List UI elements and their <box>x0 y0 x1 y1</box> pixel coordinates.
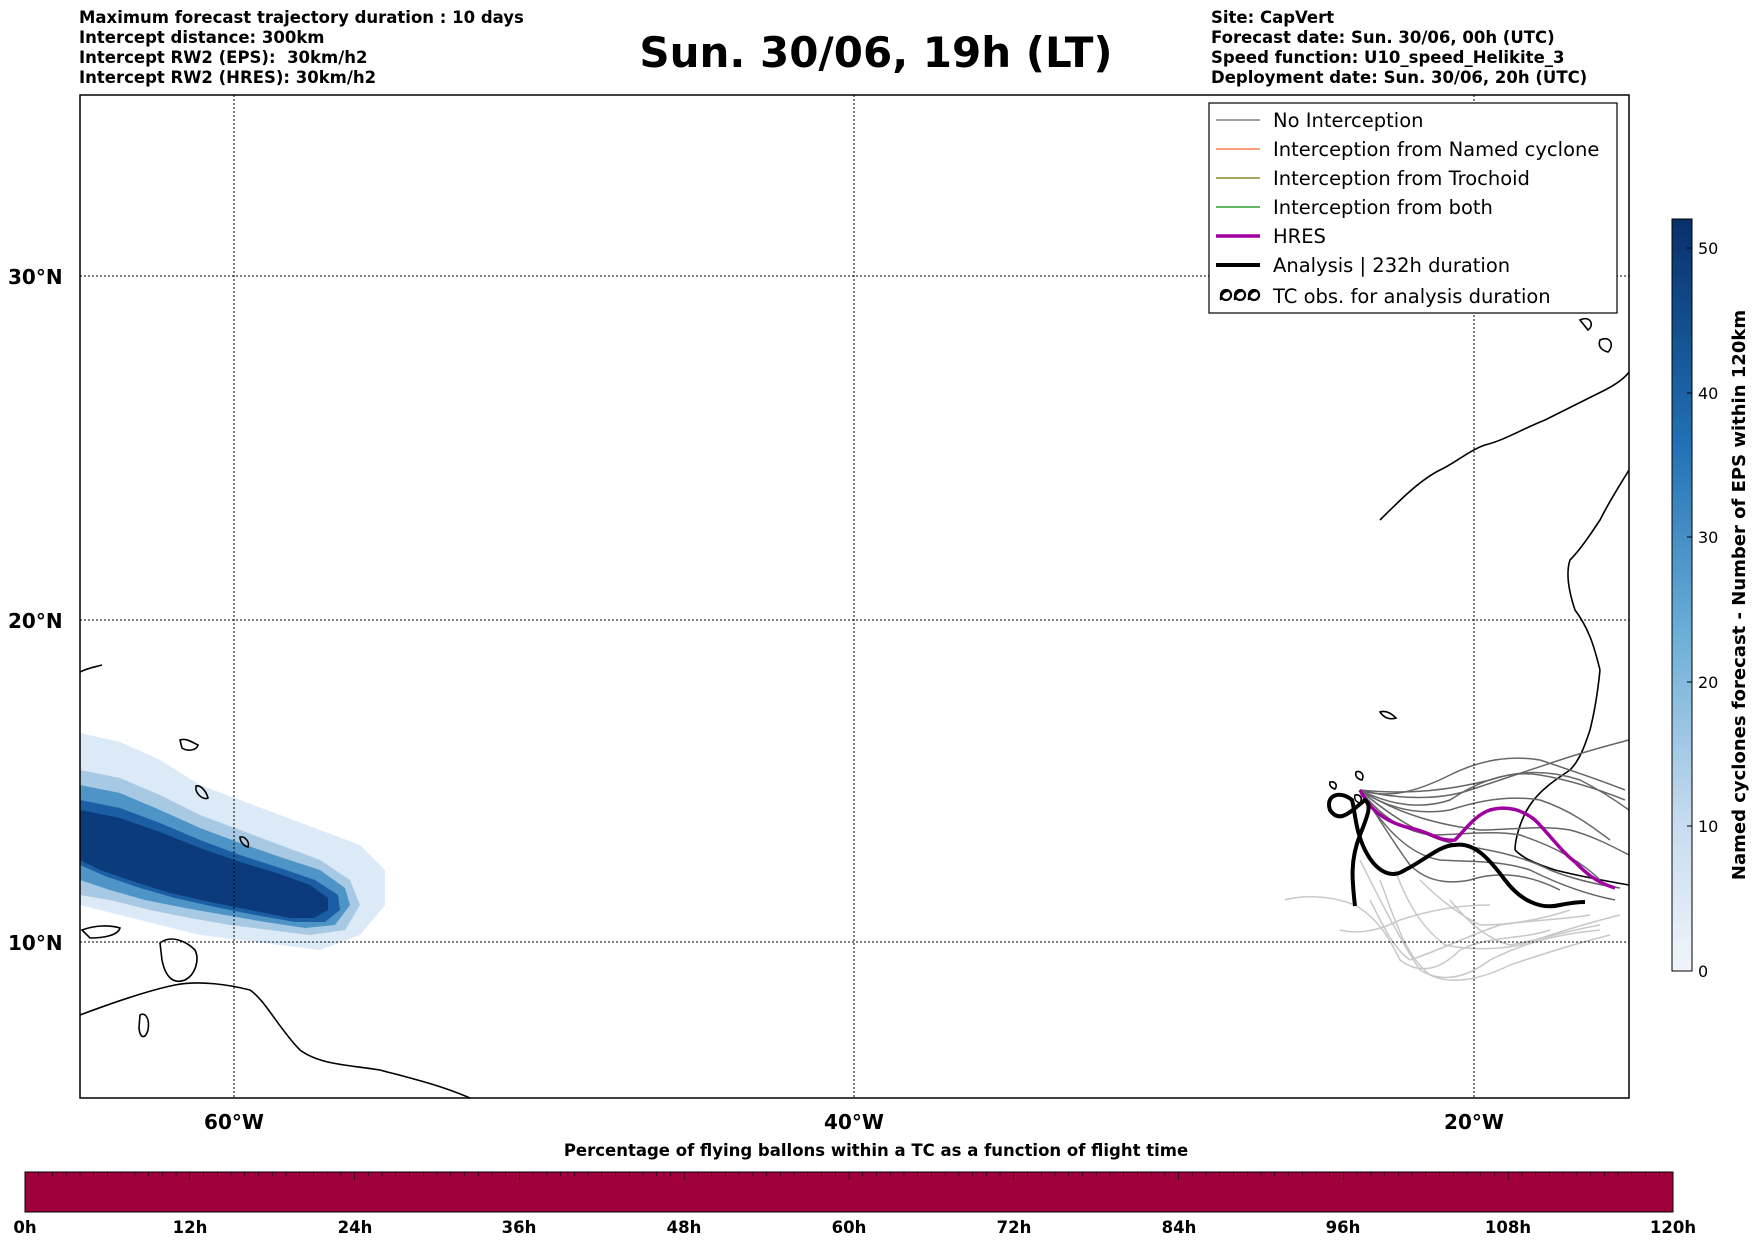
legend: No Interception Interception from Named … <box>1208 102 1618 314</box>
lon-label-40w: 40°W <box>824 1110 884 1134</box>
analysis-trajectory <box>1327 792 1586 909</box>
bar-tick-60h: 60h <box>832 1218 867 1237</box>
colorbar-tick-10: 10 <box>1698 817 1718 836</box>
map-title: Sun. 30/06, 19h (LT) <box>639 28 1113 77</box>
legend-label-named-cyclone: Interception from Named cyclone <box>1273 138 1599 161</box>
colorbar-tick-0: 0 <box>1698 962 1708 981</box>
bar-tick-24h: 24h <box>338 1218 373 1237</box>
hres-trajectory <box>1358 789 1616 890</box>
bar-tick-84h: 84h <box>1162 1218 1197 1237</box>
bar-tick-48h: 48h <box>667 1218 702 1237</box>
colorbar-right-label: Named cyclones forecast - Number of EPS … <box>1729 310 1750 880</box>
bar-tick-108h: 108h <box>1485 1218 1531 1237</box>
bar-tick-120h: 120h <box>1650 1218 1696 1237</box>
bar-tick-12h: 12h <box>173 1218 208 1237</box>
colorbar-tick-40: 40 <box>1698 384 1718 403</box>
coastlines <box>80 300 1629 1098</box>
flight-time-bar: 0h 12h 24h 36h 48h 60h 72h 84h 96h 108h … <box>13 1171 1696 1237</box>
map-area <box>80 300 1629 1098</box>
tc-symbol-icon <box>1219 288 1261 302</box>
header-left-line-1: Maximum forecast trajectory duration : 1… <box>79 8 524 27</box>
legend-label-analysis: Analysis | 232h duration <box>1273 254 1510 277</box>
cyclone-density-field <box>80 733 385 950</box>
header-right-line-3: Speed function: U10_speed_Helikite_3 <box>1211 48 1565 67</box>
legend-label-both: Interception from both <box>1273 196 1493 219</box>
legend-box <box>1208 102 1618 314</box>
map-frame <box>79 94 1630 1099</box>
colorbar-right-gradient <box>1671 218 1693 972</box>
bar-tick-72h: 72h <box>997 1218 1032 1237</box>
header-right-line-2: Forecast date: Sun. 30/06, 00h (UTC) <box>1211 28 1555 47</box>
colorbar-tick-30: 30 <box>1698 528 1718 547</box>
legend-label-hres: HRES <box>1273 225 1326 248</box>
bar-tick-36h: 36h <box>502 1218 537 1237</box>
colorbar-tick-50: 50 <box>1698 239 1718 258</box>
eps-trajectories-light <box>1284 859 1621 981</box>
header-left-line-2: Intercept distance: 300km <box>79 28 325 47</box>
colorbar-right: 0 10 20 30 40 50 Named cyclones forecast… <box>1671 218 1750 981</box>
colorbar-tick-20: 20 <box>1698 673 1718 692</box>
lat-label-30n: 30°N <box>8 265 63 289</box>
header-right: Site: CapVert Forecast date: Sun. 30/06,… <box>1211 8 1587 88</box>
bar-tick-0h: 0h <box>13 1218 36 1237</box>
bar-tick-96h: 96h <box>1326 1218 1361 1237</box>
header-left: Maximum forecast trajectory duration : 1… <box>79 8 524 88</box>
legend-label-trochoid: Interception from Trochoid <box>1273 167 1530 190</box>
legend-label-tc-obs: TC obs. for analysis duration <box>1272 285 1551 308</box>
header-left-line-4: Intercept RW2 (HRES): 30km/h2 <box>79 68 377 87</box>
lon-label-60w: 60°W <box>204 1110 264 1134</box>
gridlines <box>80 95 1629 1098</box>
lat-label-20n: 20°N <box>8 609 63 633</box>
header-left-line-3: Intercept RW2 (EPS): 30km/h2 <box>79 48 368 67</box>
legend-label-no-interception: No Interception <box>1273 109 1424 132</box>
header-right-line-4: Deployment date: Sun. 30/06, 20h (UTC) <box>1211 68 1588 87</box>
flight-time-bar-title: Percentage of flying ballons within a TC… <box>563 1141 1189 1160</box>
lat-label-10n: 10°N <box>8 931 63 955</box>
lon-label-20w: 20°W <box>1444 1110 1504 1134</box>
header-right-line-1: Site: CapVert <box>1211 8 1335 27</box>
